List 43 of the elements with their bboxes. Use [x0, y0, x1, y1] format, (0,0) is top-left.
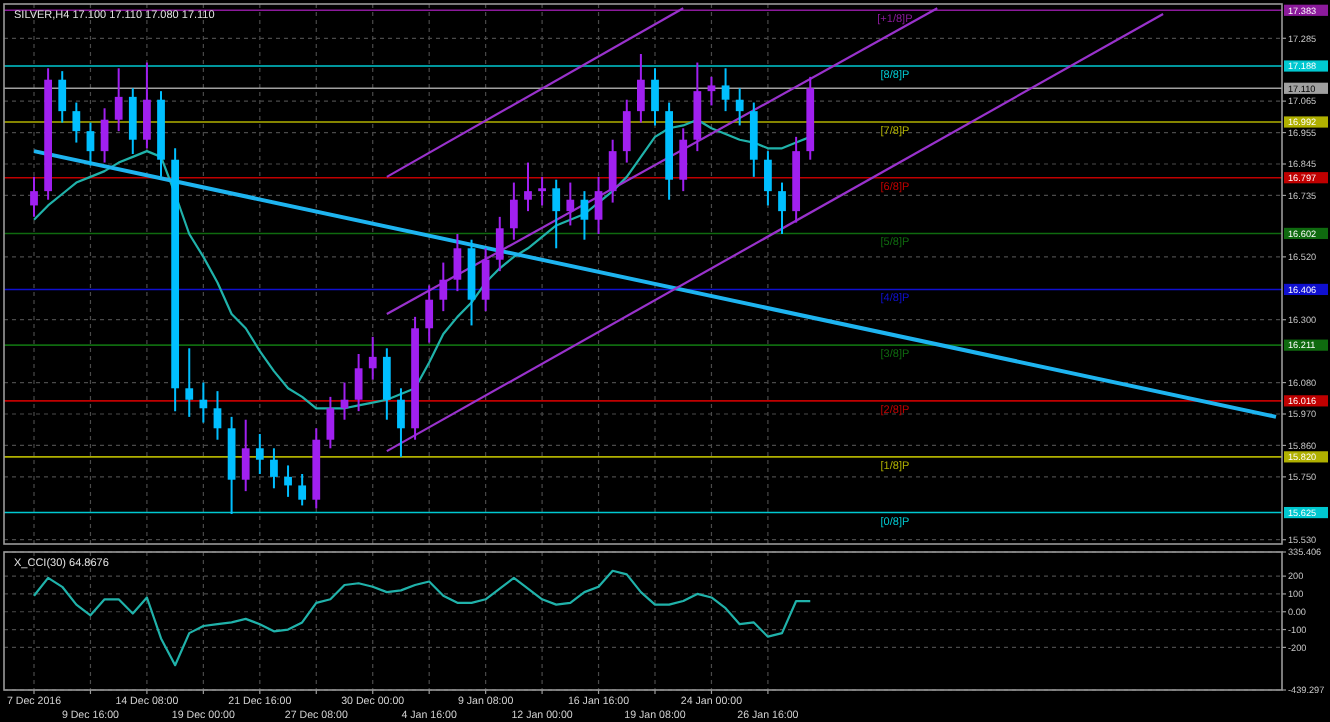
candlestick: [637, 53, 645, 124]
candlestick: [495, 215, 504, 273]
candlestick: [86, 121, 95, 167]
candlestick: [622, 98, 631, 164]
candlestick: [143, 61, 151, 150]
candlestick: [651, 67, 659, 127]
candlestick: [382, 347, 391, 421]
line-series: [32, 569, 812, 667]
candlestick: [679, 127, 688, 193]
candlestick: [481, 247, 490, 313]
candlestick: [199, 381, 208, 424]
candlestick: [270, 447, 278, 490]
candlestick: [284, 464, 292, 498]
candlestick: [241, 418, 250, 493]
candlestick: [185, 347, 194, 418]
candlestick: [439, 261, 448, 313]
candlestick: [566, 181, 575, 227]
candlestick: [594, 175, 603, 235]
candlestick: [128, 87, 137, 155]
candlestick: [721, 67, 730, 113]
candlestick: [255, 433, 264, 475]
candlestick: [778, 181, 786, 235]
candlestick: [58, 70, 67, 124]
candlestick: [580, 190, 589, 241]
candlestick: [509, 181, 518, 241]
candlestick: [368, 335, 377, 381]
candlestick: [298, 473, 307, 507]
candlestick: [30, 175, 38, 218]
candlestick: [608, 138, 617, 204]
candlestick: [524, 161, 532, 213]
candlestick: [397, 387, 405, 458]
candlestick: [213, 390, 222, 441]
candlestick: [735, 87, 744, 127]
candlestick: [707, 75, 716, 107]
candlestick: [72, 101, 81, 144]
candlestick: [764, 150, 772, 207]
candlestick: [538, 175, 546, 207]
candlestick: [552, 178, 561, 250]
candlestick: [354, 353, 363, 413]
candlestick: [326, 395, 335, 450]
candlestick: [425, 284, 434, 344]
candlestick: [453, 233, 462, 293]
candlestick: [114, 67, 123, 133]
